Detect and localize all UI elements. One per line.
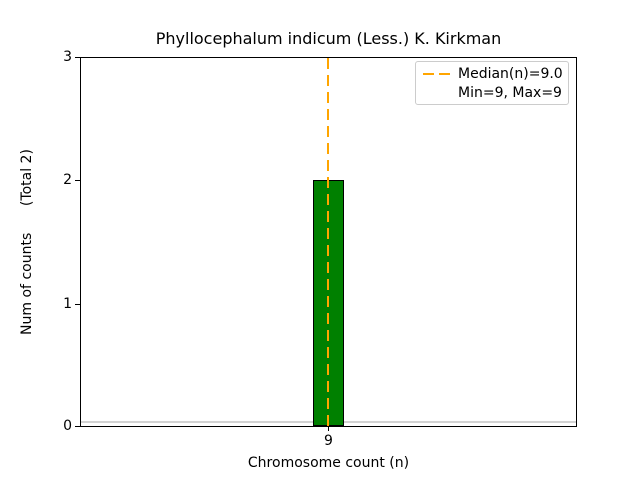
- chart-title: Phyllocephalum indicum (Less.) K. Kirkma…: [155, 29, 502, 48]
- legend-label: Median(n)=9.0: [458, 66, 563, 83]
- x-tick-mark: [328, 427, 329, 431]
- legend: Median(n)=9.0 Min=9, Max=9: [415, 61, 569, 105]
- legend-entry-minmax: Min=9, Max=9: [423, 84, 562, 103]
- x-tick-label: 9: [324, 433, 333, 449]
- median-dashed-line-icon: [423, 73, 450, 76]
- median-dashed-line: [327, 58, 329, 426]
- y-tick-label: 2: [63, 172, 72, 188]
- y-axis-label: Num of counts (Total 2): [19, 149, 35, 335]
- y-tick-label: 1: [63, 296, 72, 312]
- y-tick-mark: [75, 426, 80, 427]
- empty-marker: [423, 92, 450, 94]
- y-tick-mark: [75, 180, 80, 181]
- y-tick-label: 0: [63, 418, 72, 434]
- y-tick-mark: [75, 304, 80, 305]
- y-tick-label: 3: [63, 49, 72, 65]
- y-tick-mark: [75, 57, 80, 58]
- legend-entry-median: Median(n)=9.0: [423, 65, 563, 84]
- x-axis-label: Chromosome count (n): [247, 455, 410, 471]
- legend-label: Min=9, Max=9: [458, 84, 562, 101]
